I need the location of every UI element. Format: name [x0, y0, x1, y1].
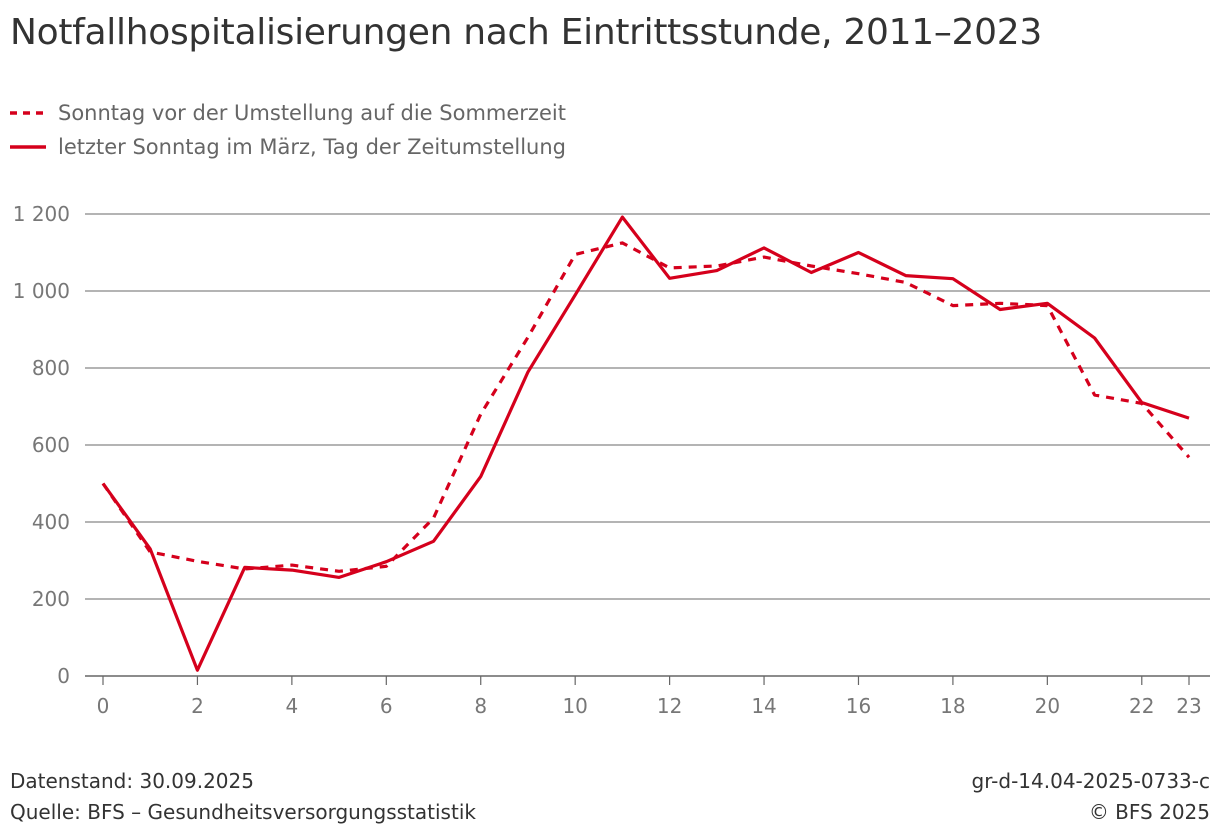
y-tick-label-1000: 1 000 — [13, 279, 70, 303]
y-tick-label-400: 400 — [32, 510, 70, 534]
legend: Sonntag vor der Umstellung auf die Somme… — [10, 96, 566, 164]
x-tick-label-23: 23 — [1176, 694, 1201, 718]
graphic-code: gr-d-14.04-2025-0733-c — [971, 769, 1210, 793]
x-tick-label-6: 6 — [380, 694, 393, 718]
x-tick-label-0: 0 — [97, 694, 110, 718]
series-line-solid — [101, 215, 1190, 672]
legend-item-dashed: Sonntag vor der Umstellung auf die Somme… — [10, 96, 566, 130]
y-tick-label-200: 200 — [32, 587, 70, 611]
x-tick-label-4: 4 — [286, 694, 299, 718]
chart-title: Notfallhospitalisierungen nach Eintritts… — [10, 12, 1042, 53]
y-tick-label-0: 0 — [57, 664, 70, 688]
y-tick-label-1200: 1 200 — [13, 202, 70, 226]
footer-right: gr-d-14.04-2025-0733-c © BFS 2025 — [972, 766, 1210, 828]
y-tick-label-800: 800 — [32, 356, 70, 380]
legend-label-solid: letzter Sonntag im März, Tag der Zeitums… — [58, 135, 566, 159]
x-tick-label-22: 22 — [1129, 694, 1154, 718]
legend-label-dashed: Sonntag vor der Umstellung auf die Somme… — [58, 101, 566, 125]
x-tick-label-16: 16 — [846, 694, 871, 718]
x-tick-label-20: 20 — [1035, 694, 1060, 718]
footer-left: Datenstand: 30.09.2025 Quelle: BFS – Ges… — [10, 766, 476, 828]
quelle: Quelle: BFS – Gesundheitsversorgungsstat… — [10, 800, 476, 824]
datenstand: Datenstand: 30.09.2025 — [10, 769, 254, 793]
x-tick-label-8: 8 — [474, 694, 487, 718]
y-tick-label-600: 600 — [32, 433, 70, 457]
legend-swatch-solid — [10, 145, 46, 149]
copyright: © BFS 2025 — [1088, 800, 1210, 824]
legend-item-solid: letzter Sonntag im März, Tag der Zeitums… — [10, 130, 566, 164]
line-chart: 0 200 400 600 800 1 000 1 200 0 2 4 6 8 10 12 14 16 18 20… — [13, 202, 1210, 718]
x-tick-label-10: 10 — [562, 694, 587, 718]
legend-swatch-dashed — [10, 111, 46, 115]
x-tick-label-2: 2 — [191, 694, 204, 718]
x-tick-label-18: 18 — [940, 694, 965, 718]
x-tick-label-14: 14 — [751, 694, 776, 718]
x-tick-label-12: 12 — [657, 694, 682, 718]
